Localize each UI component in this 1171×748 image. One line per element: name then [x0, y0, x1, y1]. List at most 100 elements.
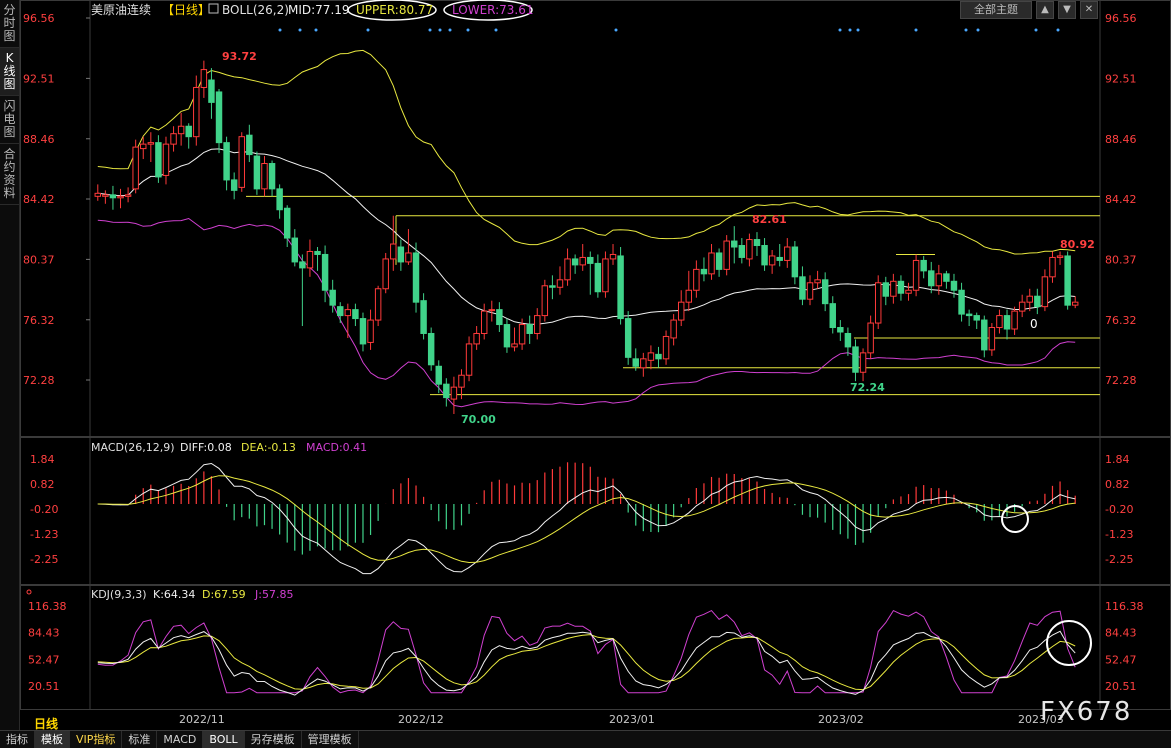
- period-label[interactable]: 日线: [34, 717, 59, 731]
- candle-body: [329, 289, 336, 306]
- price-tick-left: 76.32: [23, 314, 55, 327]
- signal-dot: [366, 28, 370, 32]
- candle-body: [973, 315, 980, 321]
- candle-body: [435, 365, 442, 385]
- indicator-icon[interactable]: [208, 3, 219, 14]
- candle-body: [458, 374, 465, 388]
- signal-dot: [1034, 28, 1038, 32]
- candle-body: [1034, 295, 1041, 308]
- candle-body: [420, 300, 427, 334]
- tab-templates[interactable]: 模板: [35, 731, 70, 748]
- tab-macd[interactable]: MACD: [157, 731, 204, 748]
- close-button[interactable]: ✕: [1080, 1, 1098, 19]
- tab-manage-templates[interactable]: 管理模板: [302, 731, 359, 748]
- candle-body: [791, 246, 799, 278]
- candle-body: [147, 142, 155, 145]
- kline-chart[interactable]: 美原油连续 【日线】 BOLL(26,2) MID:77.19 UPPER:80…: [20, 0, 1171, 730]
- price-tick-right: 72.28: [1105, 374, 1137, 387]
- candle-body: [374, 288, 382, 321]
- candle-body: [443, 383, 450, 399]
- up-button[interactable]: ▲: [1036, 1, 1054, 19]
- candle-body: [1003, 315, 1011, 330]
- candle-body: [1011, 310, 1018, 330]
- tab-time-sharing[interactable]: 分时图: [0, 0, 19, 48]
- candle-body: [1064, 255, 1071, 306]
- candle-body: [753, 239, 761, 247]
- candle-body: [738, 245, 746, 258]
- price-tick-left: 96.56: [23, 12, 55, 25]
- candle-body: [996, 315, 1003, 329]
- candle-body: [427, 332, 435, 366]
- candle-body: [526, 324, 533, 334]
- kdj-tick-right: 116.38: [1105, 600, 1144, 613]
- boll-lower-line: [97, 217, 1076, 408]
- candle-body: [632, 358, 639, 367]
- tab-contract-info[interactable]: 合约资料: [0, 144, 19, 205]
- macd-tick-left: 1.84: [30, 453, 55, 466]
- tab-candlestick[interactable]: K线图: [0, 48, 19, 96]
- candle-body: [640, 358, 647, 369]
- price-tick-left: 72.28: [23, 374, 55, 387]
- candle-body: [647, 352, 655, 361]
- candle-body: [238, 136, 245, 188]
- candle-body: [344, 309, 352, 317]
- candle-body: [1071, 301, 1079, 306]
- signal-dot: [838, 28, 842, 32]
- candle-body: [768, 255, 776, 266]
- price-tick-right: 96.56: [1105, 12, 1137, 25]
- candle-body: [829, 303, 836, 329]
- kdj-tick-left: 20.51: [28, 680, 60, 693]
- tab-save-template[interactable]: 另存模板: [245, 731, 302, 748]
- down-button[interactable]: ▼: [1058, 1, 1076, 19]
- candle-body: [837, 327, 844, 333]
- kdj-dot-icon: [26, 589, 32, 595]
- candle-body: [700, 268, 708, 275]
- candle-body: [867, 322, 874, 354]
- candle-body: [981, 319, 988, 351]
- macd-tick-left: -2.25: [30, 553, 58, 566]
- boll-mid-line: [97, 148, 1076, 325]
- candle-body: [337, 306, 344, 317]
- price-tick-right: 80.37: [1105, 253, 1137, 266]
- kdj-label: KDJ(9,3,3): [91, 588, 147, 601]
- candle-body: [450, 386, 458, 400]
- candle-body: [246, 134, 253, 156]
- signal-dot: [964, 28, 968, 32]
- candle-body: [1041, 276, 1049, 308]
- boll-label: BOLL(26,2): [222, 3, 289, 17]
- signal-dot: [466, 28, 470, 32]
- candle-body: [359, 318, 367, 345]
- candle-body: [928, 270, 935, 287]
- candle-body: [511, 343, 518, 348]
- signal-dot: [428, 28, 432, 32]
- candle-body: [920, 259, 927, 272]
- candle-body: [352, 309, 359, 320]
- sidebar: 分时图 K线图 闪电图 合约资料: [0, 0, 20, 730]
- candle-body: [109, 194, 117, 199]
- boll-mid: MID:77.19: [288, 3, 350, 17]
- candle-body: [708, 252, 715, 275]
- signal-dot: [1056, 28, 1060, 32]
- macd-tick-right: -0.20: [1105, 503, 1133, 516]
- signal-dot: [848, 28, 852, 32]
- candle-body: [306, 250, 314, 269]
- tab-vip-indicators[interactable]: VIP指标: [70, 731, 123, 748]
- tab-standard[interactable]: 标准: [122, 731, 158, 748]
- theme-select[interactable]: 全部主题: [960, 1, 1032, 19]
- tab-boll[interactable]: BOLL: [203, 731, 245, 748]
- candle-body: [215, 91, 223, 144]
- tab-flash-chart[interactable]: 闪电图: [0, 96, 19, 144]
- candle-body: [140, 143, 147, 150]
- candle-body: [102, 194, 109, 197]
- macd-tick-left: 0.82: [30, 478, 55, 491]
- candle-body: [685, 289, 693, 303]
- kdj-k-line: [97, 630, 1076, 696]
- tab-indicators[interactable]: 指标: [0, 731, 35, 748]
- macd-diff-line: [97, 462, 1076, 575]
- date-label-feb: 2023/02: [818, 713, 864, 726]
- candle-body: [806, 282, 814, 300]
- candle-body: [965, 313, 973, 317]
- candle-body: [958, 289, 965, 315]
- date-label-nov: 2022/11: [179, 713, 225, 726]
- pane-border-0: [20, 0, 1171, 437]
